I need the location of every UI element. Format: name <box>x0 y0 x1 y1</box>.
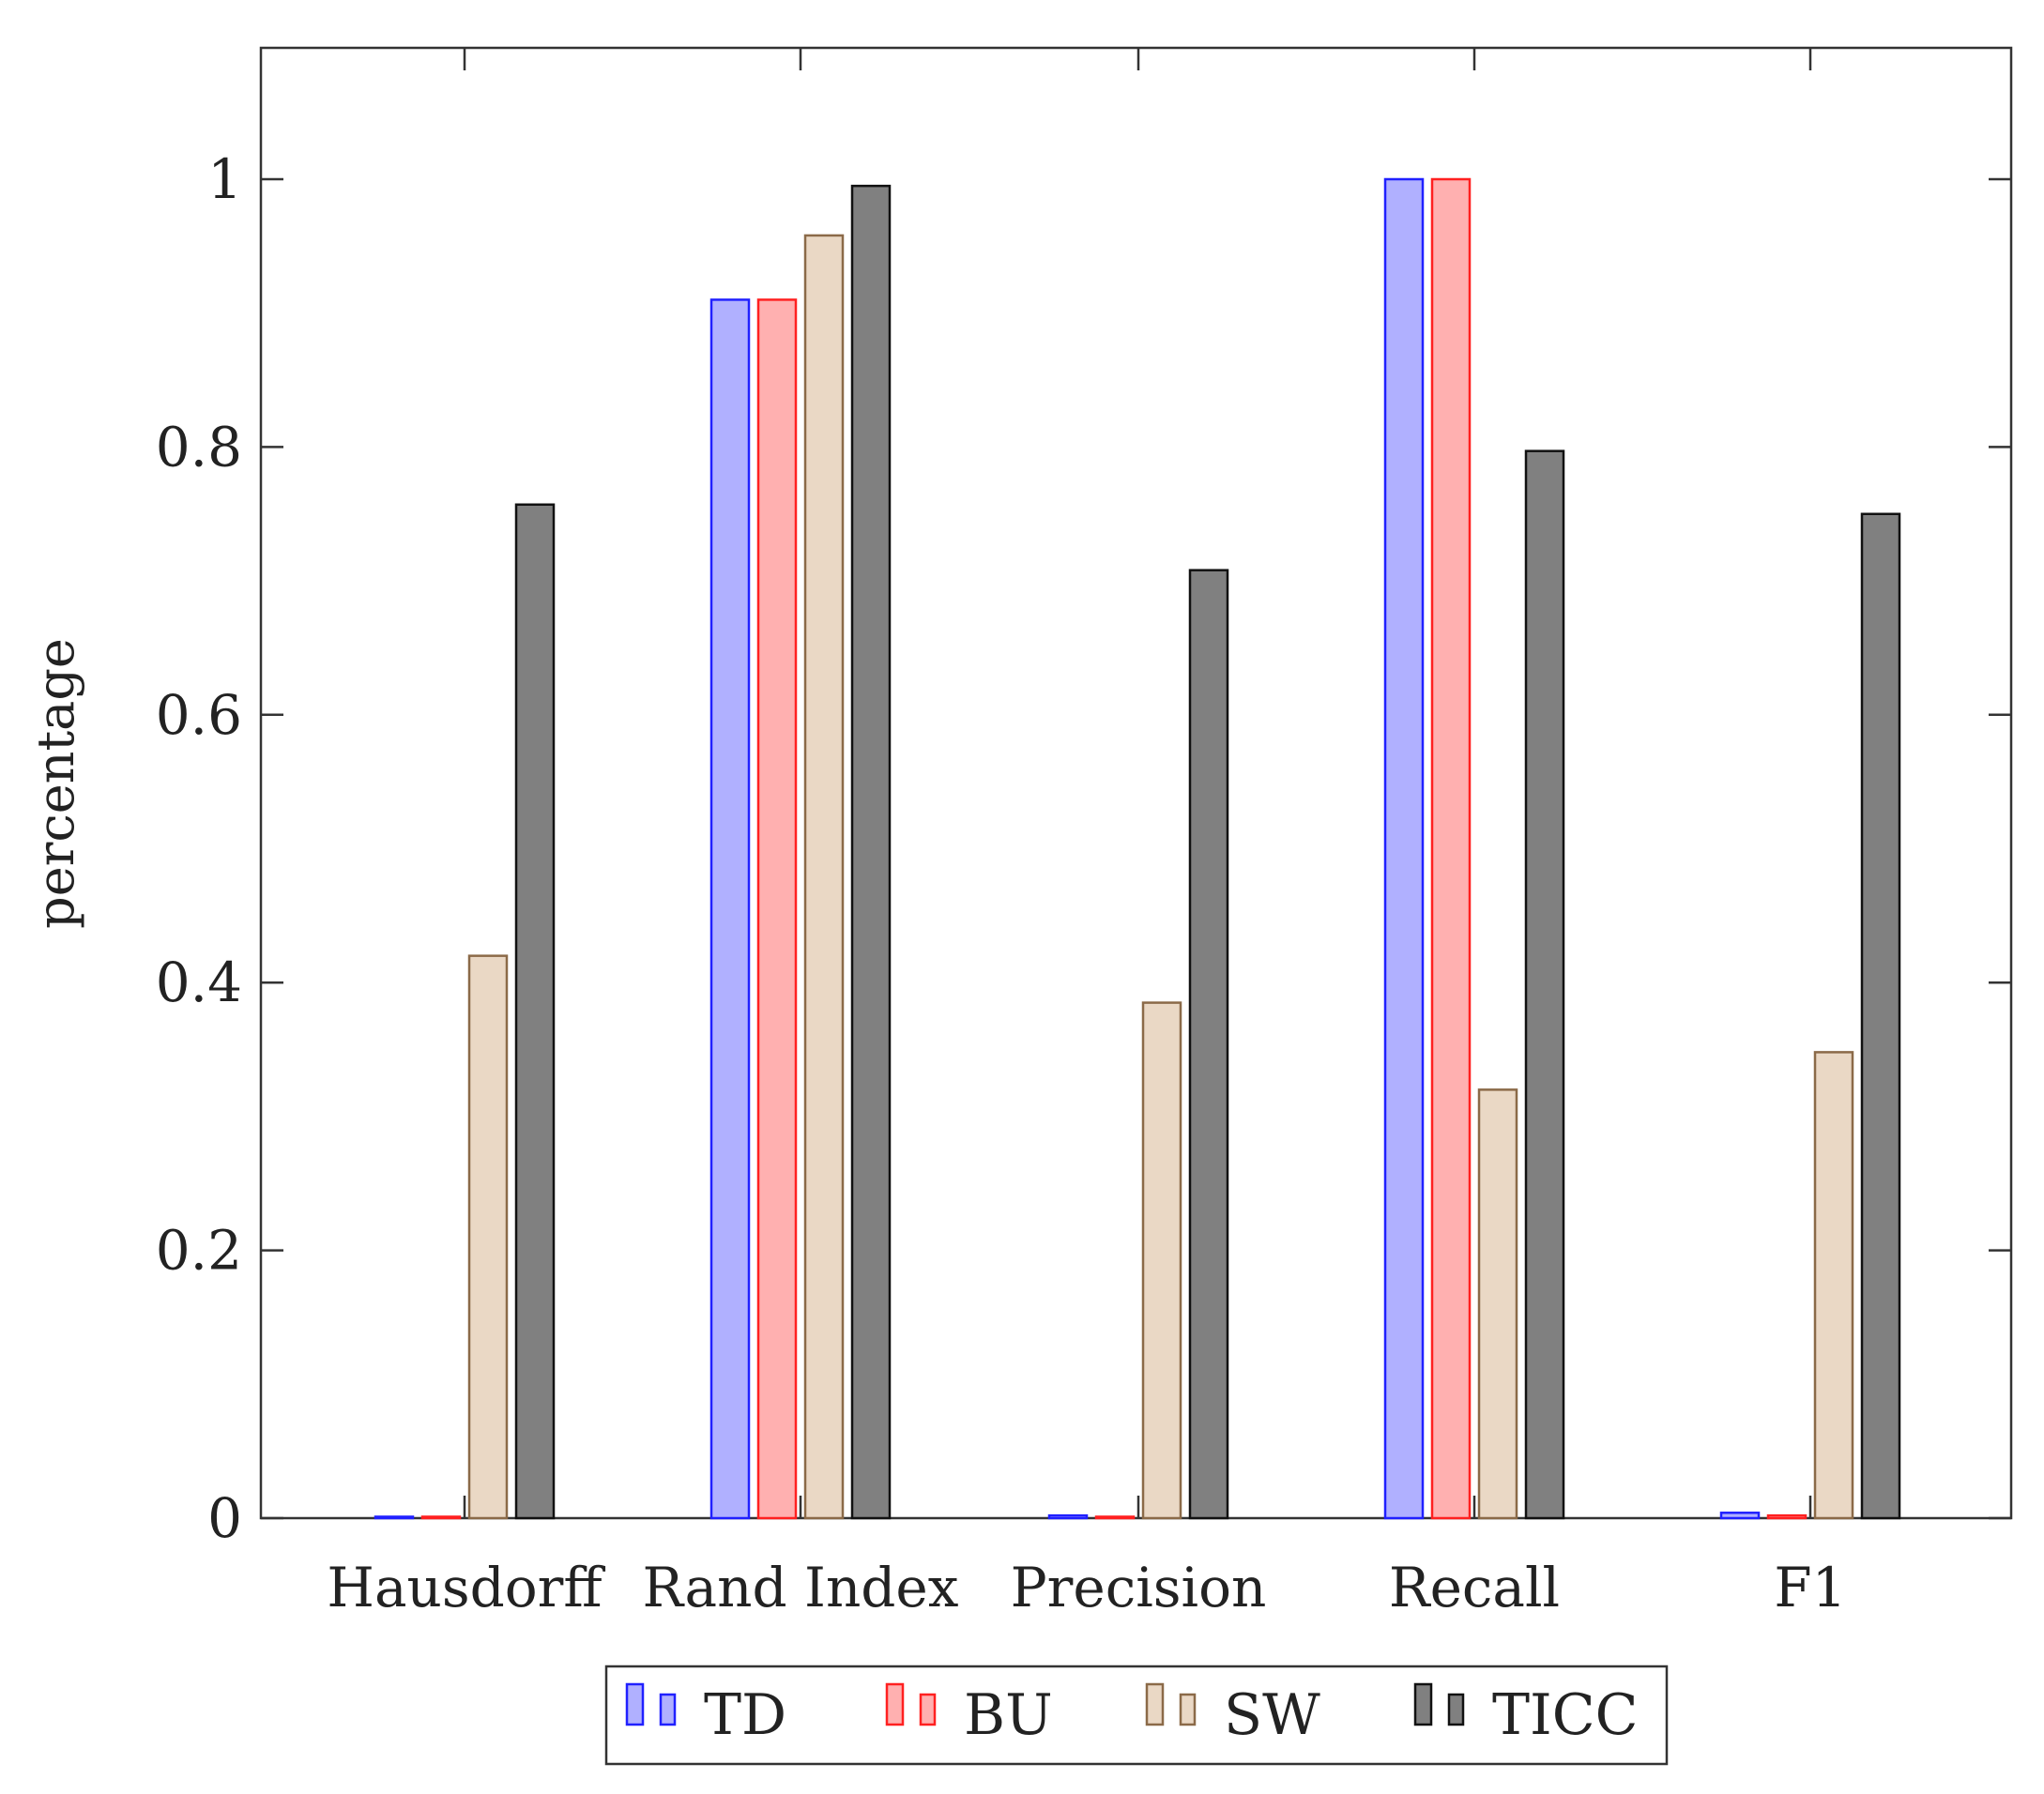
plot-area: 0 0.2 0.4 0.6 0.8 1 Hausdorff Rand Index Precis… <box>156 46 2013 1619</box>
bar-bu-f1 <box>1766 1513 1808 1520</box>
bar-sw-f1 <box>1813 1051 1854 1520</box>
plot-frame <box>259 46 2013 1520</box>
legend-label-ticc: TICC <box>1492 1682 1639 1748</box>
legend-swatch-td <box>625 1682 645 1726</box>
y-axis-title: percentage <box>26 638 85 929</box>
y-tick-label: 1 <box>207 147 242 211</box>
y-tick-label: 0.8 <box>156 415 242 479</box>
bar-bu-recall <box>1430 177 1472 1520</box>
legend-swatch-bu <box>885 1682 905 1726</box>
bars <box>374 177 1901 1520</box>
bar-sw-hausdorff <box>467 954 509 1520</box>
bar-ticc-f1 <box>1860 512 1901 1520</box>
bar-ticc-rand-index <box>850 184 892 1520</box>
bar-td-recall <box>1383 177 1425 1520</box>
x-category-label: Hausdorff <box>327 1556 605 1619</box>
bar-td-precision <box>1047 1513 1089 1520</box>
x-axis: Hausdorff Rand Index Precision Recall F1 <box>327 48 1847 1619</box>
bar-sw-recall <box>1477 1088 1518 1520</box>
legend-swatch-ticc <box>1447 1693 1465 1726</box>
y-axis: 0 0.2 0.4 0.6 0.8 1 <box>156 147 2011 1550</box>
y-tick-label: 0.2 <box>156 1219 242 1283</box>
bar-ticc-hausdorff <box>514 503 556 1520</box>
y-tick-label: 0.6 <box>156 683 242 747</box>
legend-swatch-sw <box>1145 1682 1165 1726</box>
legend: TD BU SW TICC <box>604 1665 1669 1766</box>
bar-ticc-precision <box>1188 569 1229 1520</box>
x-category-label: Recall <box>1389 1556 1560 1619</box>
bar-td-hausdorff <box>374 1515 415 1520</box>
bar-sw-rand-index <box>803 234 845 1520</box>
legend-label-td: TD <box>704 1682 786 1748</box>
legend-swatch-bu <box>919 1693 937 1726</box>
bar-bu-precision <box>1094 1515 1136 1520</box>
legend-items: TD BU SW TICC <box>625 1682 1639 1748</box>
bar-ticc-recall <box>1524 449 1565 1520</box>
legend-label-bu: BU <box>964 1682 1053 1748</box>
x-category-label: Rand Index <box>643 1556 959 1619</box>
legend-box <box>604 1665 1669 1766</box>
legend-swatch-ticc <box>1413 1682 1433 1726</box>
legend-label-sw: SW <box>1224 1682 1320 1748</box>
x-category-label: F1 <box>1774 1556 1846 1619</box>
legend-swatch-td <box>659 1693 677 1726</box>
bar-bu-hausdorff <box>420 1515 462 1520</box>
bar-td-f1 <box>1719 1512 1761 1520</box>
bar-bu-rand-index <box>756 298 798 1520</box>
y-tick-label: 0 <box>207 1486 242 1550</box>
bar-td-rand-index <box>709 298 751 1520</box>
y-tick-label: 0.4 <box>156 950 242 1014</box>
bar-sw-precision <box>1141 1001 1182 1520</box>
legend-swatch-sw <box>1179 1693 1197 1726</box>
x-category-label: Precision <box>1011 1556 1267 1619</box>
